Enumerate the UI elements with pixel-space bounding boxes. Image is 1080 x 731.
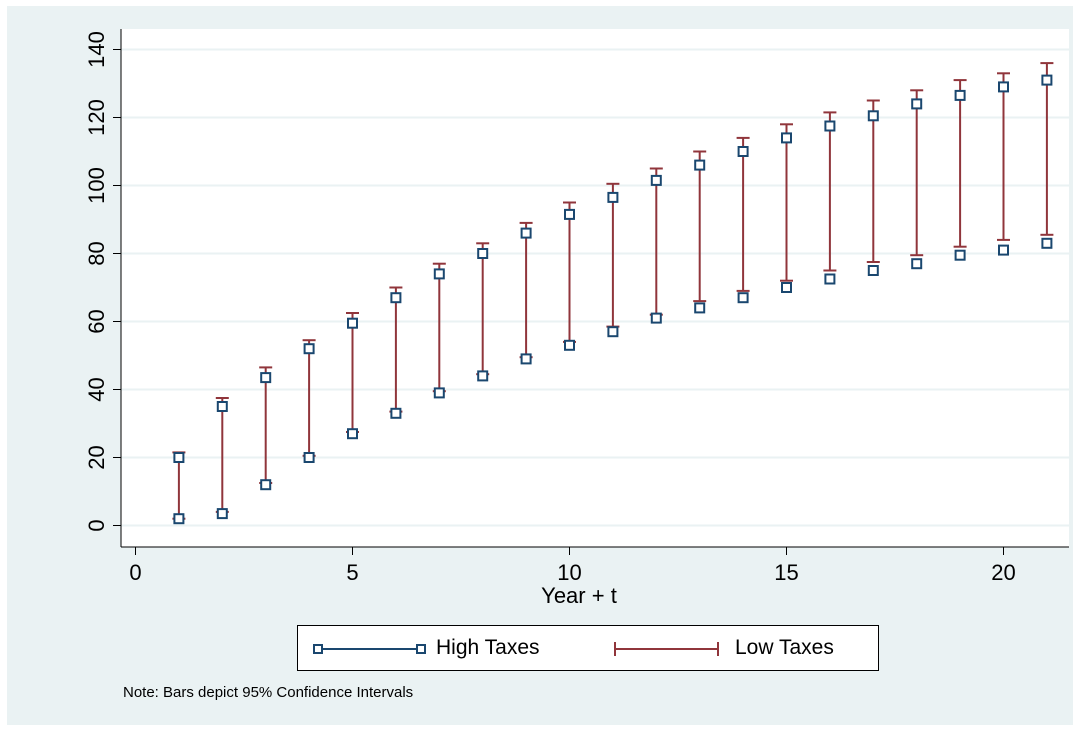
- chart-marks: [172, 62, 1054, 525]
- x-tick-label: 5: [346, 560, 358, 585]
- high-taxes-point-lower: [867, 265, 879, 276]
- high-taxes-point-upper: [781, 132, 792, 144]
- legend-key-high-taxes: [313, 644, 426, 654]
- high-taxes-point-upper: [1041, 74, 1053, 86]
- high-taxes-point-lower: [433, 387, 445, 399]
- high-taxes-point-upper: [433, 268, 445, 280]
- x-tick-label: 15: [774, 560, 798, 585]
- low-taxes-ci-bar: [823, 111, 837, 272]
- y-tick-label: 60: [84, 309, 109, 333]
- high-taxes-point-lower: [954, 249, 966, 261]
- high-taxes-point-lower: [998, 244, 1009, 256]
- high-taxes-point-lower: [347, 428, 358, 440]
- high-taxes-point-lower: [737, 292, 749, 304]
- high-taxes-point-upper: [607, 191, 619, 203]
- low-taxes-ci-bar: [693, 150, 707, 303]
- high-taxes-point-lower: [477, 370, 489, 382]
- y-tick-label: 40: [84, 377, 109, 401]
- high-taxes-point-upper: [173, 452, 185, 463]
- legend-key-low-taxes: [614, 642, 719, 656]
- low-taxes-ci-bar: [866, 99, 880, 263]
- high-taxes-point-lower: [303, 452, 315, 463]
- legend: High Taxes Low Taxes: [297, 625, 879, 671]
- high-taxes-point-upper: [347, 317, 358, 329]
- high-taxes-point-upper: [390, 292, 402, 304]
- high-taxes-point-lower: [173, 513, 185, 525]
- low-taxes-ci-bar: [953, 79, 967, 248]
- x-tick-label: 0: [129, 560, 141, 585]
- y-tick-label: 100: [84, 167, 109, 204]
- high-taxes-point-upper: [260, 372, 272, 384]
- legend-keys: [313, 642, 719, 656]
- legend-label-low-taxes: Low Taxes: [735, 636, 834, 659]
- low-taxes-ci-bar: [780, 123, 793, 282]
- legend-label-high-taxes: High Taxes: [436, 636, 540, 659]
- high-taxes-point-upper: [303, 343, 315, 355]
- high-taxes-point-upper: [216, 401, 228, 412]
- y-tick-label: 20: [84, 445, 109, 469]
- grid-lines: [121, 48, 1069, 527]
- y-tick-label: 140: [84, 31, 109, 68]
- high-taxes-point-upper: [911, 98, 923, 110]
- x-tick-label: 10: [557, 560, 581, 585]
- high-taxes-point-upper: [650, 174, 662, 186]
- high-taxes-point-upper: [737, 146, 749, 157]
- low-taxes-ci-bar: [910, 89, 924, 257]
- low-taxes-ci-bar: [997, 72, 1010, 241]
- high-taxes-point-upper: [694, 159, 706, 171]
- high-taxes-point-lower: [911, 258, 923, 270]
- y-tick-label: 120: [84, 99, 109, 136]
- high-taxes-point-upper: [998, 81, 1009, 93]
- x-tick-label: 20: [991, 560, 1015, 585]
- high-taxes-point-lower: [260, 479, 272, 491]
- plot-area: [121, 29, 1069, 547]
- x-axis-label: Year + t: [541, 583, 617, 608]
- y-tick-label: 80: [84, 241, 109, 265]
- axes: 0 20 40 60 80 100 120 140 0 5 10 15 20: [84, 29, 1069, 585]
- high-taxes-point-upper: [824, 120, 836, 132]
- y-tick-label: 0: [84, 519, 109, 531]
- high-taxes-point-lower: [390, 407, 402, 419]
- high-taxes-point-lower: [216, 508, 228, 520]
- high-taxes-point-lower: [824, 273, 836, 285]
- high-taxes-point-lower: [520, 353, 532, 365]
- high-taxes-point-upper: [520, 227, 532, 239]
- low-taxes-ci-bar: [736, 136, 750, 292]
- high-taxes-point-upper: [867, 110, 879, 122]
- high-taxes-point-upper: [954, 89, 966, 101]
- high-taxes-point-lower: [1041, 237, 1053, 249]
- high-taxes-point-upper: [477, 248, 489, 259]
- low-taxes-ci-bar: [1040, 62, 1054, 236]
- high-taxes-point-lower: [564, 339, 575, 351]
- high-taxes-point-lower: [607, 326, 619, 338]
- high-taxes-point-upper: [564, 208, 575, 220]
- high-taxes-point-lower: [694, 302, 706, 314]
- high-taxes-point-lower: [781, 282, 792, 293]
- chart-note: Note: Bars depict 95% Confidence Interva…: [123, 684, 414, 701]
- high-taxes-point-lower: [650, 312, 662, 324]
